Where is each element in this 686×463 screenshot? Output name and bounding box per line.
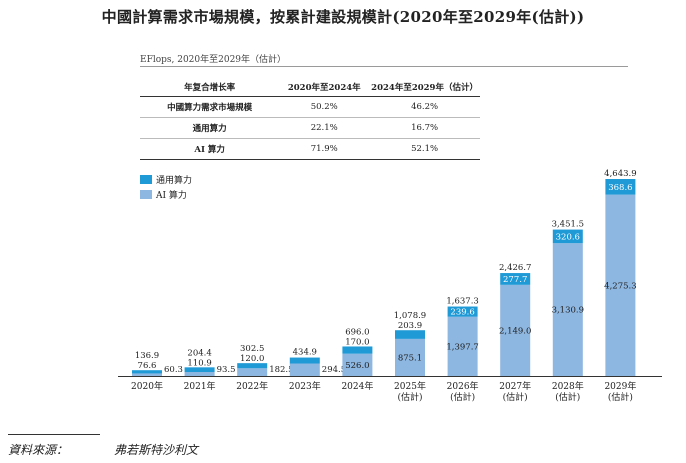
bar-ai-segment (289, 363, 320, 376)
cagr-value: 71.9% (279, 138, 370, 160)
x-tick-label: (估計) (397, 391, 422, 403)
bar-general-segment (132, 370, 162, 374)
data-label-ai: 93.5 (217, 365, 236, 375)
bar-general-segment (605, 179, 636, 195)
source-note: 資料來源： 弗若斯特沙利文 (8, 441, 198, 458)
x-tick-label: 2023年 (289, 380, 321, 392)
bar-general-segment (395, 330, 425, 339)
data-label-ai: 60.3 (164, 365, 183, 375)
data-label-general: 239.6 (450, 308, 474, 318)
data-label-general: 76.6 (138, 361, 157, 371)
x-tick-label: 2020年 (131, 380, 163, 392)
bar-general-segment (342, 346, 373, 354)
x-tick-label: 2025年 (394, 380, 426, 392)
data-label-total: 3,451.5 (552, 220, 584, 230)
chart-title: 中國計算需求市場規模，按累計建設規模計(2020年至2029年(估計)) (101, 8, 585, 26)
data-label-general: 120.0 (240, 354, 264, 364)
legend-item-ai: AI 算力 (140, 187, 192, 202)
cagr-value: 50.2% (279, 96, 370, 118)
cagr-row: 中國算力需求市場規模 50.2% 46.2% (140, 96, 480, 118)
bar-general-segment (237, 363, 268, 369)
chart-legend: 通用算力 AI 算力 (140, 172, 192, 202)
cagr-header-row: 年复合增长率 2020年至2024年 2024年至2029年（估计） (140, 78, 480, 97)
cagr-header-period-1: 2020年至2024年 (279, 78, 370, 97)
bar-general-segment (289, 357, 320, 364)
cagr-table: 年复合增长率 2020年至2024年 2024年至2029年（估计） 中國算力需… (140, 78, 480, 160)
cagr-value: 52.1% (369, 138, 480, 160)
bar-ai-segment (184, 372, 215, 376)
data-label-general: 170.0 (345, 337, 369, 347)
x-tick-label: 2024年 (341, 380, 373, 392)
data-label-total: 4,643.9 (604, 169, 636, 179)
bar-ai-segment (342, 353, 373, 376)
data-label-general: 368.6 (608, 183, 632, 193)
bar-ai-segment (395, 338, 425, 376)
bar-general-segment (500, 273, 531, 285)
unit-divider (140, 66, 628, 67)
data-label-total: 2,426.7 (499, 263, 531, 273)
bar-ai-segment (132, 373, 162, 376)
data-label-ai: 875.1 (398, 353, 422, 363)
data-label-general: 320.6 (556, 232, 580, 242)
bar-general-segment (447, 306, 478, 317)
data-label-general: 277.7 (503, 275, 527, 285)
unit-note: EFlops, 2020年至2029年（估計） (140, 55, 287, 65)
bar-general-segment (184, 367, 215, 373)
cagr-row: AI 算力 71.9% 52.1% (140, 138, 480, 160)
data-label-general: 203.9 (398, 321, 422, 331)
data-label-total: 434.9 (293, 348, 317, 358)
bar-ai-segment (605, 194, 636, 376)
x-tick-label: 2028年 (552, 380, 584, 392)
x-tick-label: (估計) (450, 391, 475, 403)
data-label-ai: 4,275.3 (604, 281, 636, 291)
data-label-ai: 3,130.9 (552, 306, 584, 316)
cagr-row: 通用算力 22.1% 16.7% (140, 117, 480, 139)
cagr-value: 46.2% (369, 96, 480, 118)
data-label-total: 1,078.9 (394, 311, 426, 321)
x-tick-label: 2026年 (447, 380, 479, 392)
data-label-total: 302.5 (240, 344, 264, 354)
x-tick-label: 2022年 (236, 380, 268, 392)
bar-ai-segment (447, 316, 478, 376)
legend-item-general: 通用算力 (140, 172, 192, 187)
cagr-header-label: 年复合增长率 (140, 78, 280, 97)
cagr-value: 16.7% (369, 117, 480, 139)
data-label-ai: 526.0 (345, 361, 369, 371)
data-label-total: 696.0 (345, 327, 369, 337)
bar-general-segment (552, 229, 583, 244)
cagr-row-label: 中國算力需求市場規模 (140, 96, 280, 118)
data-label-total: 136.9 (135, 351, 159, 361)
cagr-row-label: AI 算力 (140, 138, 280, 160)
x-tick-label: (估計) (555, 391, 580, 403)
bar-ai-segment (500, 284, 531, 376)
bar-ai-segment (237, 368, 268, 376)
x-tick-label: 2021年 (184, 380, 216, 392)
legend-swatch-general (140, 175, 152, 184)
x-tick-label: 2027年 (499, 380, 531, 392)
legend-swatch-ai (140, 190, 152, 199)
x-tick-label: (估計) (608, 391, 633, 403)
x-tick-label: (估計) (503, 391, 528, 403)
legend-label-ai: AI 算力 (156, 191, 187, 201)
legend-label-general: 通用算力 (156, 176, 193, 186)
data-label-ai: 2,149.0 (499, 326, 531, 336)
source-divider (8, 434, 100, 435)
data-label-ai: 294.5 (322, 365, 346, 375)
source-value: 弗若斯特沙利文 (114, 443, 199, 457)
data-label-total: 204.4 (187, 348, 211, 358)
cagr-header-period-2: 2024年至2029年（估计） (369, 78, 480, 97)
bar-ai-segment (552, 243, 583, 376)
x-tick-label: 2029年 (604, 380, 636, 392)
cagr-row-label: 通用算力 (140, 117, 280, 139)
data-label-ai: 182.5 (269, 365, 293, 375)
data-label-ai: 1,397.7 (446, 342, 478, 352)
cagr-value: 22.1% (279, 117, 370, 139)
data-label-total: 1,637.3 (446, 297, 478, 307)
data-label-general: 110.9 (187, 358, 211, 368)
source-label: 資料來源： (8, 443, 69, 457)
